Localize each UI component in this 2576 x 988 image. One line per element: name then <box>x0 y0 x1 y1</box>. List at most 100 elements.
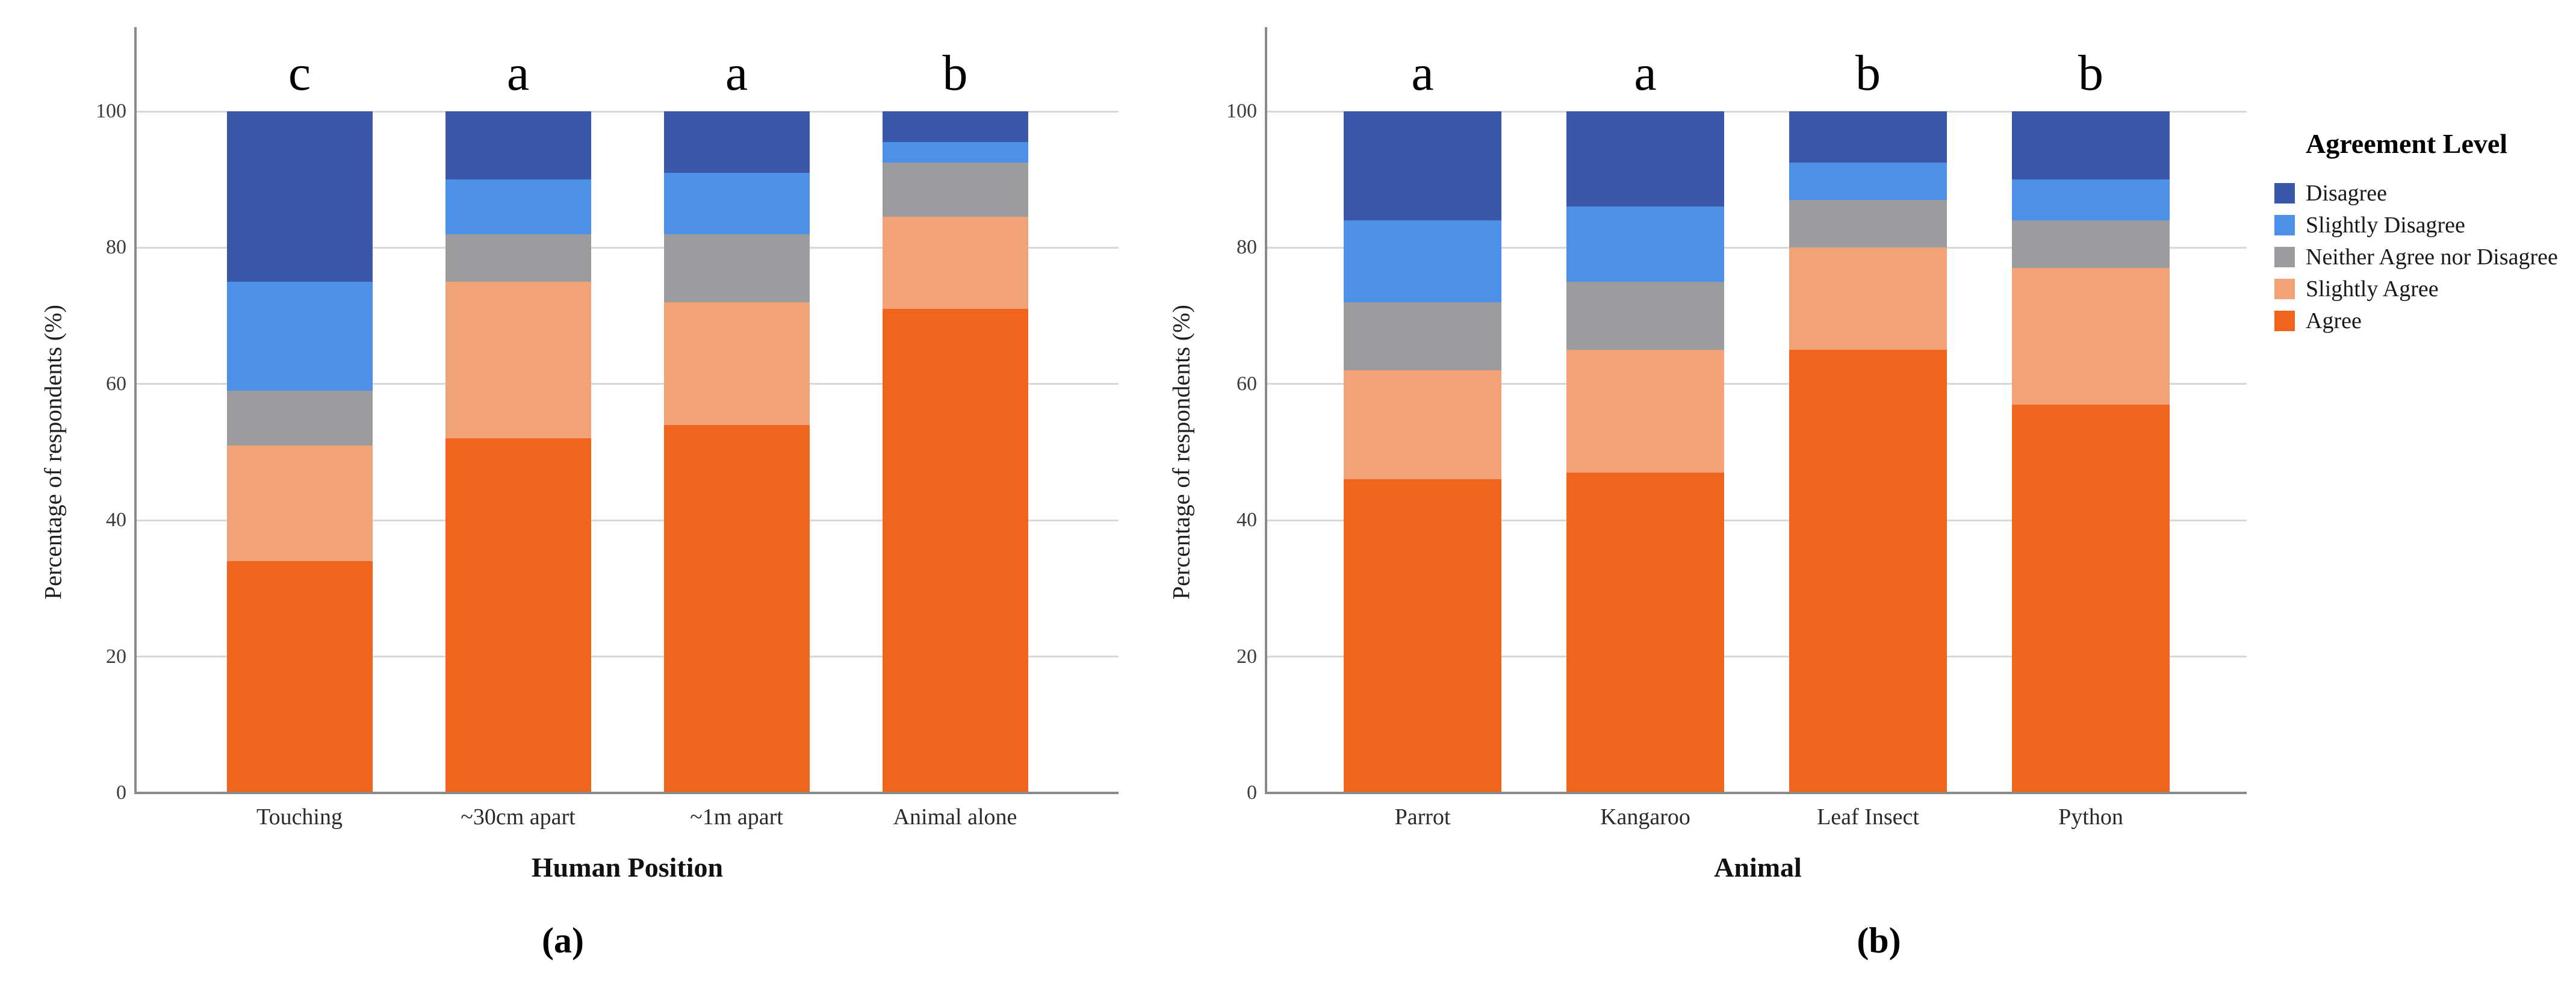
bar-significance-letter: b <box>942 45 968 101</box>
subfigure-caption-b: (b) <box>1857 921 1901 960</box>
y-tick-label-20: 20 <box>106 645 126 668</box>
bar-segment <box>1344 220 1501 302</box>
legend-swatch-icon <box>2274 247 2295 267</box>
bar-segment <box>1344 302 1501 371</box>
x-axis-line <box>134 792 1119 794</box>
bar-segment <box>1789 247 1947 350</box>
bar-significance-letter: a <box>506 45 530 101</box>
x-category-label: Python <box>2058 804 2123 830</box>
bar-segment <box>1344 111 1501 221</box>
legend-title: Agreement Level <box>2306 128 2508 159</box>
bar-segment <box>226 391 373 446</box>
bar-significance-letter: b <box>2078 45 2103 101</box>
bar-segment <box>1344 370 1501 480</box>
y-tick-label-0: 0 <box>1247 781 1257 804</box>
legend-swatch-icon <box>2274 215 2295 235</box>
legend-item-agree: Agree <box>2274 305 2362 337</box>
bar-segment <box>1566 111 1724 207</box>
legend-item-label: Slightly Disagree <box>2306 213 2465 238</box>
gridline-80 <box>136 246 1119 249</box>
bar-segment <box>1566 207 1724 282</box>
bar-segment <box>882 111 1028 142</box>
bar-segment <box>663 172 810 234</box>
bar-significance-letter: b <box>1855 45 1881 101</box>
x-axis-title: Animal <box>1714 852 1802 883</box>
bar-significance-letter: a <box>725 45 748 101</box>
bar-segment <box>226 561 373 793</box>
bar-segment <box>1566 282 1724 350</box>
legend-swatch-icon <box>2274 311 2295 331</box>
bar-segment <box>882 217 1028 309</box>
gridline-80 <box>1267 246 2247 249</box>
gridline-100 <box>136 110 1119 113</box>
gridline-100 <box>1267 110 2247 113</box>
gridline-60 <box>1267 383 2247 385</box>
bar-segment <box>445 438 591 793</box>
bar-significance-letter: a <box>1634 45 1657 101</box>
y-tick-label-0: 0 <box>116 781 126 804</box>
y-axis-title: Percentage of respondents (%) <box>1167 305 1195 600</box>
legend-item-slightly-disagree: Slightly Disagree <box>2274 210 2465 241</box>
y-tick-label-100: 100 <box>1226 100 1257 122</box>
bar-segment <box>226 111 373 282</box>
y-tick-label-20: 20 <box>1237 645 1257 668</box>
y-tick-label-60: 60 <box>1237 372 1257 395</box>
gridline-40 <box>1267 519 2247 521</box>
bar-segment <box>2012 220 2170 269</box>
gridline-60 <box>136 383 1119 385</box>
y-tick-label-80: 80 <box>1237 236 1257 259</box>
y-axis-title: Percentage of respondents (%) <box>39 305 67 600</box>
x-category-label: Touching <box>256 804 343 830</box>
legend-item-neither-agree-nor-disagree: Neither Agree nor Disagree <box>2274 241 2558 273</box>
legend-item-label: Neither Agree nor Disagree <box>2306 244 2558 270</box>
bar-segment <box>1566 472 1724 793</box>
bar-segment <box>882 162 1028 217</box>
bar-segment <box>2012 268 2170 405</box>
y-axis-line <box>134 27 137 793</box>
bar-segment <box>663 111 810 173</box>
bar-segment <box>445 282 591 439</box>
bar-segment <box>882 309 1028 793</box>
bar-segment <box>663 424 810 793</box>
x-category-label: Animal alone <box>893 804 1017 830</box>
bar-segment <box>2012 404 2170 793</box>
bar-significance-letter: c <box>288 45 311 101</box>
bar-segment <box>1566 350 1724 473</box>
bar-segment <box>445 179 591 234</box>
bar-segment <box>445 111 591 180</box>
x-category-label: Leaf Insect <box>1817 804 1919 830</box>
x-category-label: ~1m apart <box>690 804 783 830</box>
subfigure-caption-a: (a) <box>542 921 584 960</box>
x-category-label: ~30cm apart <box>461 804 576 830</box>
bar-segment <box>226 445 373 562</box>
bar-segment <box>1789 350 1947 793</box>
y-tick-label-60: 60 <box>106 372 126 395</box>
gridline-40 <box>136 519 1119 521</box>
legend-item-label: Disagree <box>2306 181 2388 206</box>
legend-item-slightly-agree: Slightly Agree <box>2274 273 2439 305</box>
y-tick-label-100: 100 <box>96 100 126 122</box>
legend-item-label: Slightly Agree <box>2306 276 2439 302</box>
bar-segment <box>1789 162 1947 200</box>
gridline-20 <box>136 656 1119 658</box>
x-axis-line <box>1265 792 2247 794</box>
bar-segment <box>663 234 810 302</box>
y-tick-label-80: 80 <box>106 236 126 259</box>
legend-swatch-icon <box>2274 279 2295 299</box>
y-tick-label-40: 40 <box>106 509 126 532</box>
bar-segment <box>1789 200 1947 248</box>
bar-segment <box>226 282 373 391</box>
legend-item-disagree: Disagree <box>2274 178 2387 209</box>
bar-segment <box>2012 179 2170 221</box>
bar-segment <box>1789 111 1947 163</box>
gridline-20 <box>1267 656 2247 658</box>
bar-segment <box>445 234 591 282</box>
legend-swatch-icon <box>2274 183 2295 204</box>
y-tick-label-40: 40 <box>1237 509 1257 532</box>
bar-segment <box>1344 479 1501 793</box>
bar-segment <box>882 141 1028 163</box>
x-axis-title: Human Position <box>531 852 724 883</box>
y-axis-line <box>1265 27 1267 793</box>
bar-significance-letter: a <box>1411 45 1434 101</box>
legend-item-label: Agree <box>2306 308 2362 334</box>
